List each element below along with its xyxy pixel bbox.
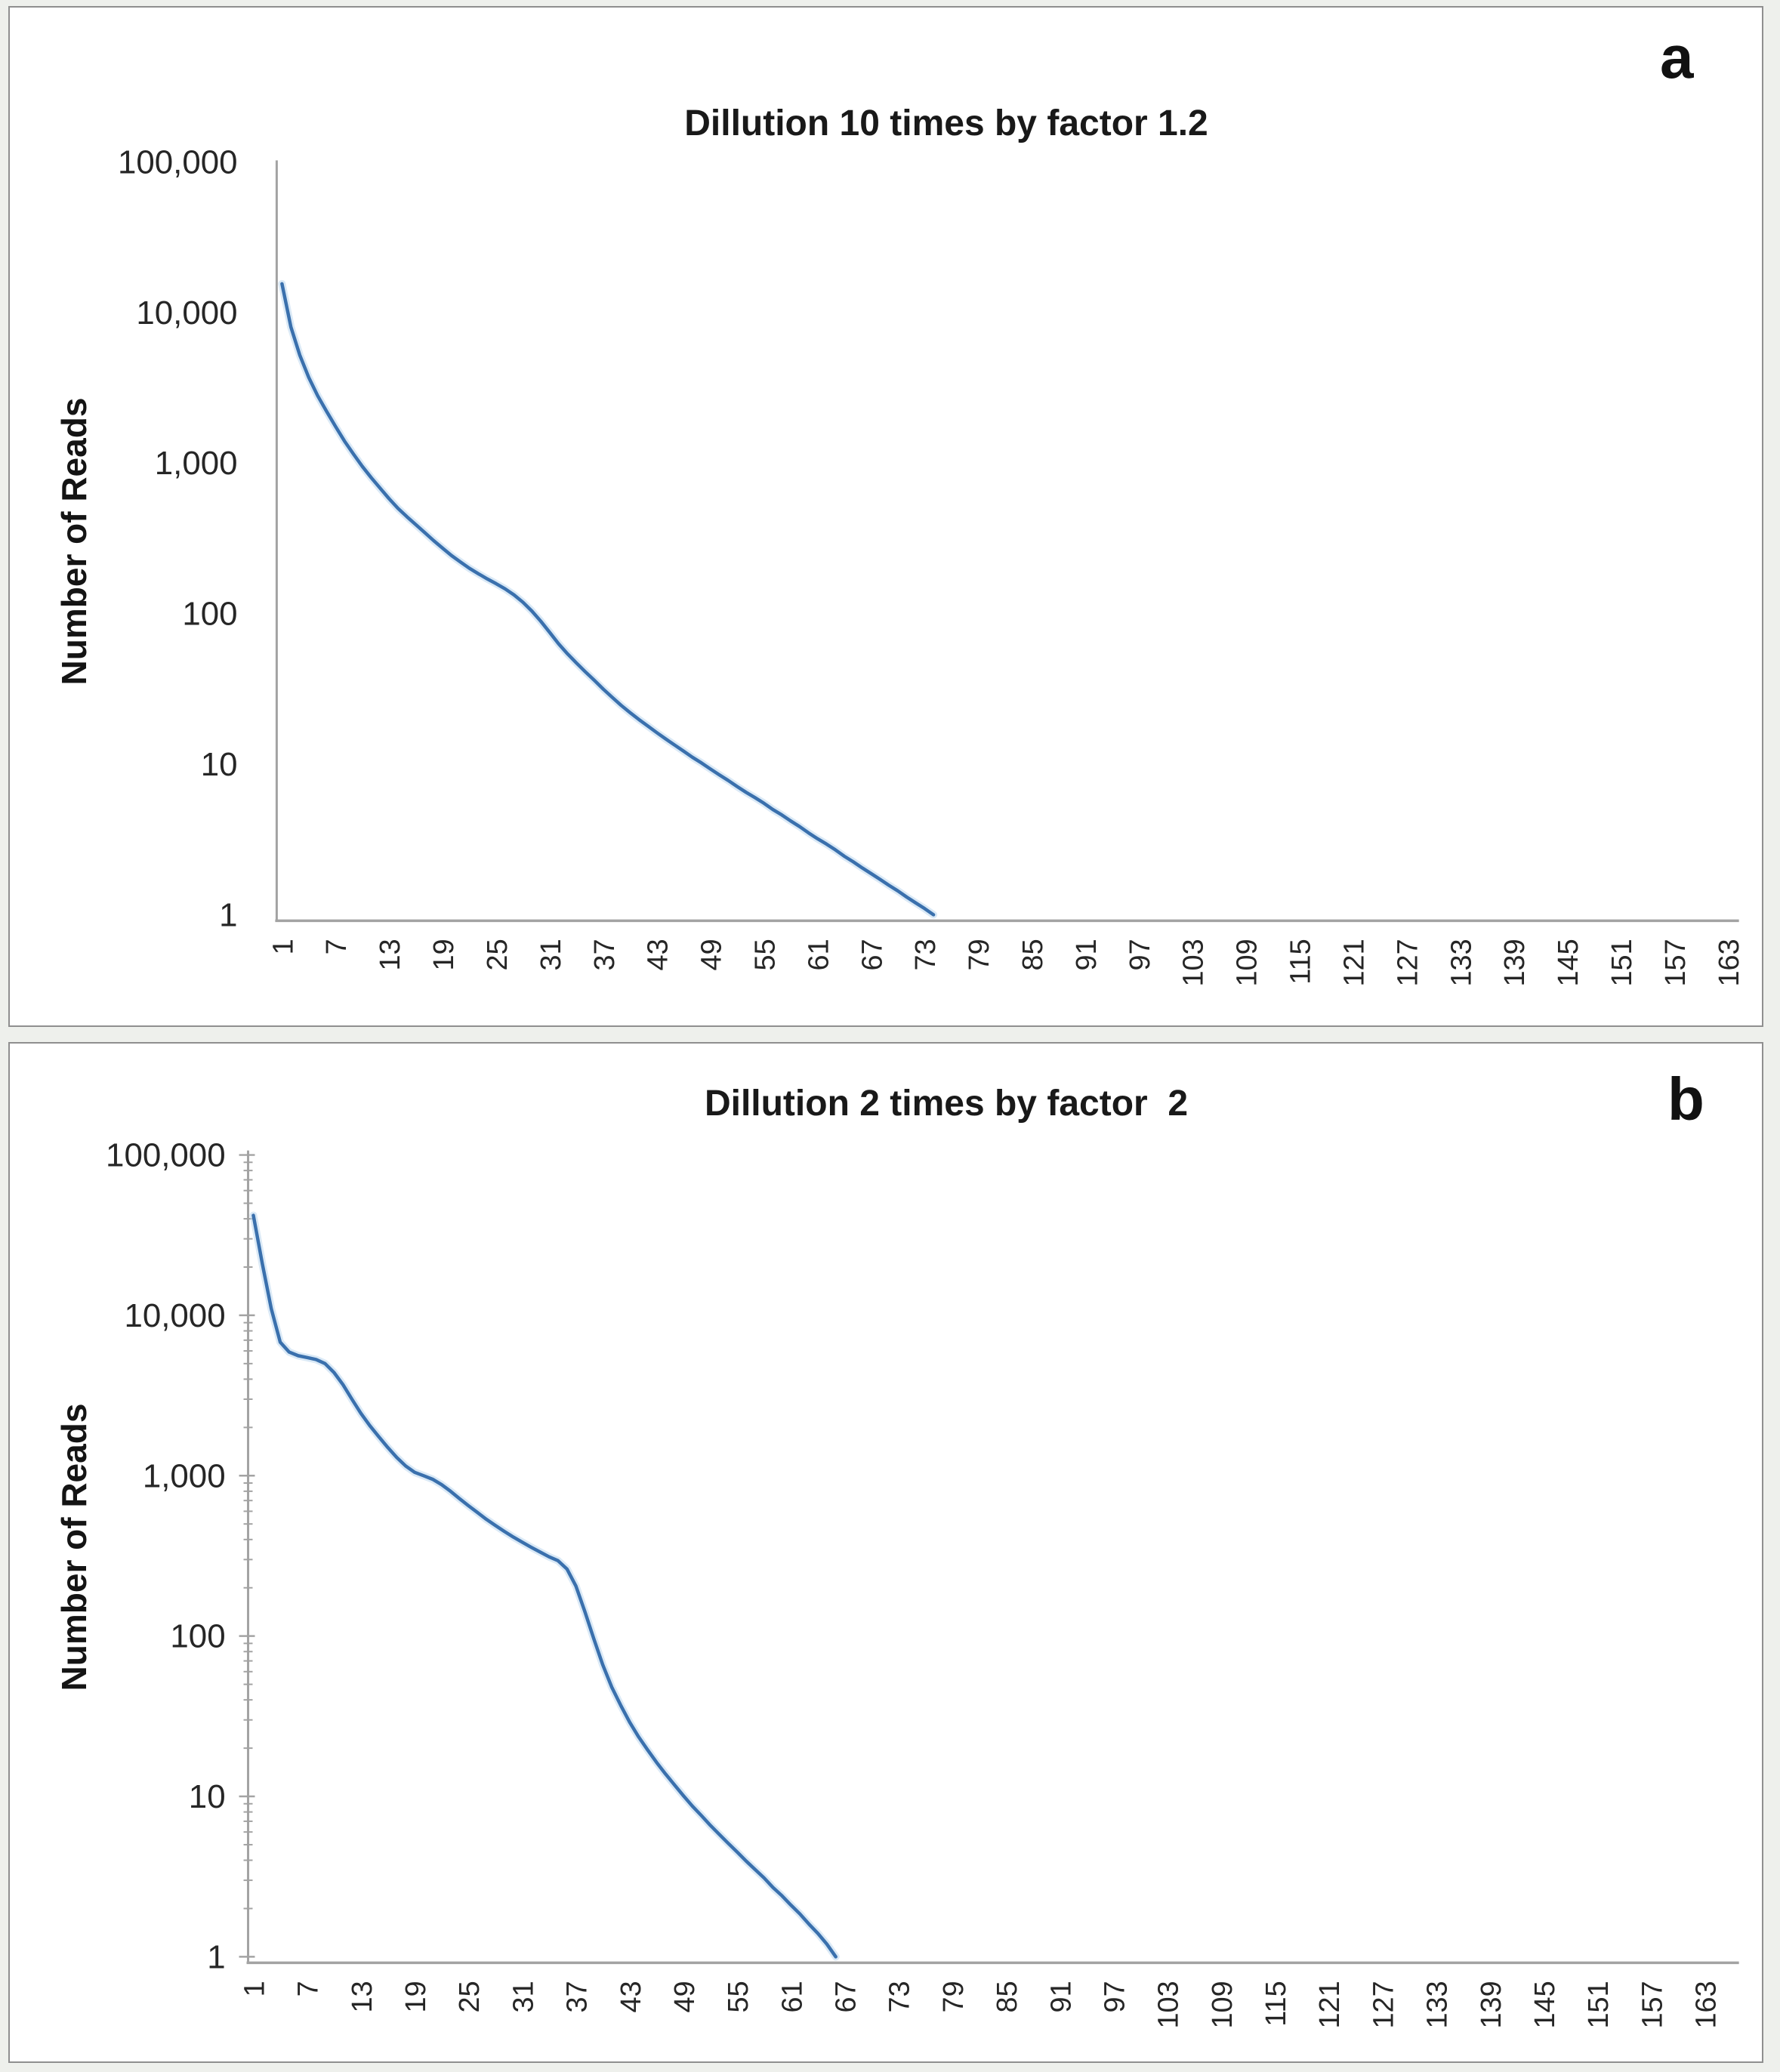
chart-a-y-axis-title: Number of Reads <box>54 397 94 686</box>
x-tick-label: 109 <box>1232 939 1263 986</box>
x-tick-label: 151 <box>1606 939 1638 986</box>
series-line-halo <box>249 1211 840 1961</box>
x-tick-label: 115 <box>1285 939 1317 984</box>
x-tick-label: 139 <box>1476 1981 1507 2028</box>
y-tick-label: 10 <box>189 1778 226 1815</box>
x-tick-label: 49 <box>669 1981 701 2012</box>
x-tick-label: 139 <box>1499 939 1531 986</box>
x-tick-label: 85 <box>992 1981 1023 2012</box>
x-tick-label: 13 <box>347 1981 378 2012</box>
y-tick-label: 100,000 <box>118 143 238 180</box>
series-line <box>280 282 936 917</box>
x-tick-label: 109 <box>1207 1981 1239 2028</box>
x-tick-label: 43 <box>615 1981 647 2012</box>
panel-b: 100,000 10,000 1,000 100 10 1 1 7 13 19 25 31 37 43 49… <box>8 1042 1763 2063</box>
x-tick-label: 61 <box>776 1981 808 2012</box>
x-tick-label: 103 <box>1153 1981 1185 2028</box>
y-tick-label: 100 <box>182 596 237 633</box>
x-tick-label: 163 <box>1691 1981 1723 2028</box>
x-tick-label: 25 <box>454 1981 486 2012</box>
x-tick-label: 67 <box>831 1981 862 2012</box>
x-tick-label: 151 <box>1583 1981 1615 2028</box>
y-tick-label: 100,000 <box>106 1137 226 1174</box>
x-tick-label: 73 <box>884 1981 916 2012</box>
chart-a-title: Dillution 10 times by factor 1.2 <box>684 103 1208 143</box>
x-tick-label: 37 <box>589 939 621 970</box>
chart-b-y-axis-title: Number of Reads <box>54 1403 94 1691</box>
y-tick-label: 1,000 <box>143 1457 226 1494</box>
x-tick-label: 67 <box>856 939 888 970</box>
x-tick-label: 127 <box>1392 939 1424 986</box>
x-tick-label: 133 <box>1445 939 1477 986</box>
x-tick-label: 13 <box>375 939 406 970</box>
x-tick-label: 127 <box>1368 1981 1399 2028</box>
x-tick-label: 145 <box>1529 1981 1561 2028</box>
x-tick-label: 37 <box>562 1981 594 2012</box>
x-tick-label: 49 <box>696 939 728 970</box>
x-tick-label: 79 <box>938 1981 970 2012</box>
x-tick-label: 31 <box>535 939 567 970</box>
x-tick-label: 91 <box>1045 1981 1077 2012</box>
x-tick-label: 55 <box>749 939 781 970</box>
chart-b-plot: 100,000 10,000 1,000 100 10 11 7 13 19 25 31 37 43 49… <box>106 1137 1739 2029</box>
x-tick-label: 121 <box>1314 1981 1346 2028</box>
y-tick-label: 10,000 <box>136 294 237 331</box>
x-tick-label: 157 <box>1660 939 1692 986</box>
y-tick-label: 10 <box>201 746 238 783</box>
x-tick-label: 91 <box>1071 939 1103 970</box>
panel-a-letter: a <box>1660 23 1694 91</box>
x-tick-label: 43 <box>643 939 674 970</box>
x-tick-label: 163 <box>1714 939 1745 986</box>
x-tick-label: 121 <box>1338 939 1370 986</box>
x-tick-label: 7 <box>321 939 353 954</box>
x-tick-label: 19 <box>428 939 460 970</box>
y-tick-label: 100 <box>170 1618 225 1655</box>
x-tick-label: 79 <box>964 939 995 970</box>
chart-b-title: Dillution 2 times by factor 2 <box>704 1084 1189 1124</box>
x-tick-label: 97 <box>1099 1981 1131 2012</box>
x-tick-label: 1 <box>267 939 299 954</box>
x-tick-label: 115 <box>1260 1981 1292 2026</box>
x-tick-label: 103 <box>1178 939 1210 986</box>
series-line-halo <box>278 279 938 919</box>
x-tick-label: 1 <box>239 1981 270 1996</box>
x-tick-label: 85 <box>1017 939 1049 970</box>
series-line <box>251 1213 838 1959</box>
x-tick-label: 133 <box>1422 1981 1454 2028</box>
chart-a-plot: 100,000 10,000 1,000 100 10 1 1 7 13 19 25 31 37 43 49… <box>118 143 1745 986</box>
x-tick-label: 7 <box>293 1981 325 1996</box>
x-tick-label: 31 <box>507 1981 539 2012</box>
y-tick-label: 1,000 <box>155 445 238 482</box>
x-tick-label: 157 <box>1637 1981 1668 2028</box>
panel-b-letter: b <box>1667 1065 1704 1133</box>
x-tick-label: 61 <box>803 939 834 970</box>
x-tick-label: 55 <box>723 1981 754 2012</box>
y-tick-label: 10,000 <box>124 1297 225 1334</box>
x-tick-label: 25 <box>482 939 514 970</box>
x-tick-label: 145 <box>1553 939 1584 986</box>
x-tick-label: 97 <box>1124 939 1156 970</box>
x-tick-label: 19 <box>400 1981 432 2012</box>
x-tick-label: 73 <box>910 939 942 970</box>
y-tick-label: 1 <box>219 896 237 933</box>
panel-a: 100,000 10,000 1,000 100 10 1 1 7 13 19 25 31 37 43 49… <box>8 6 1763 1027</box>
y-tick-label: 1 <box>207 1938 225 1975</box>
